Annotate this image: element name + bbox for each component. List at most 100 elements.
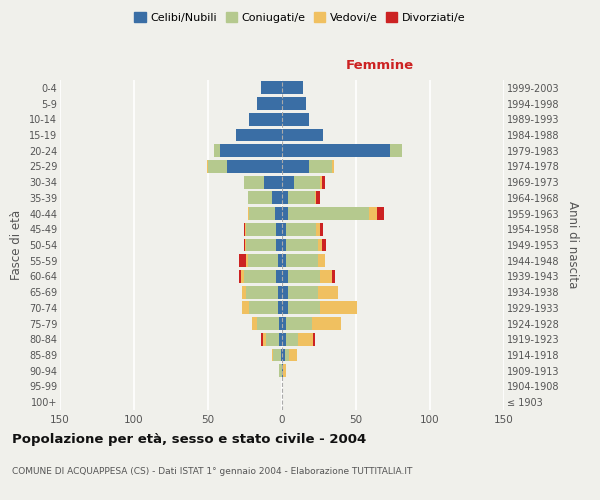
Bar [275,207,282,220]
Text: COMUNE DI ACQUAPPESA (CS) - Dati ISTAT 1° gennaio 2004 - Elaborazione TUTTITALIA: COMUNE DI ACQUAPPESA (CS) - Dati ISTAT 1… [12,468,412,476]
Bar [241,270,244,283]
Bar [286,317,311,330]
Bar [282,160,308,173]
Bar [272,348,273,362]
Bar [281,348,282,362]
Bar [245,223,247,235]
Bar [286,333,298,345]
Bar [286,238,317,252]
Bar [294,176,320,188]
Bar [253,317,257,330]
Bar [278,302,282,314]
Bar [208,160,227,173]
Bar [282,286,288,298]
Bar [239,254,247,267]
Bar [276,238,282,252]
Bar [282,238,286,252]
Bar [279,364,282,377]
Bar [308,160,332,173]
Bar [247,254,248,267]
Bar [282,317,286,330]
Bar [242,302,250,314]
Bar [390,144,402,157]
Bar [313,333,314,345]
Bar [288,302,320,314]
Bar [314,192,316,204]
Bar [288,270,320,283]
Bar [278,254,282,267]
Bar [279,333,282,345]
Bar [288,192,314,204]
Bar [282,113,308,126]
Bar [244,238,245,252]
Bar [261,82,282,94]
Bar [282,364,283,377]
Bar [266,333,279,345]
Bar [248,254,278,267]
Bar [282,270,288,283]
Bar [244,223,245,235]
Bar [282,302,288,314]
Bar [247,223,276,235]
Bar [317,286,338,298]
Bar [316,192,320,204]
Bar [282,128,323,141]
Bar [320,270,332,283]
Bar [257,317,279,330]
Bar [282,144,390,157]
Bar [370,207,377,220]
Bar [264,176,282,188]
Bar [279,317,282,330]
Bar [220,144,282,157]
Bar [282,176,294,188]
Bar [317,254,325,267]
Bar [332,270,335,283]
Bar [236,128,282,141]
Bar [263,333,266,345]
Bar [320,223,323,235]
Text: Popolazione per età, sesso e stato civile - 2004: Popolazione per età, sesso e stato civil… [12,432,366,446]
Y-axis label: Anni di nascita: Anni di nascita [566,202,579,288]
Bar [286,254,317,267]
Bar [288,286,317,298]
Bar [311,317,341,330]
Bar [250,207,275,220]
Bar [227,160,282,173]
Bar [377,207,384,220]
Bar [282,348,285,362]
Bar [282,192,288,204]
Bar [282,223,286,235]
Bar [206,160,208,173]
Bar [320,176,322,188]
Bar [282,97,305,110]
Bar [298,333,313,345]
Bar [244,270,276,283]
Bar [286,223,316,235]
Bar [250,302,278,314]
Bar [289,348,297,362]
Bar [282,254,286,267]
Bar [244,176,264,188]
Bar [214,144,220,157]
Legend: Celibi/Nubili, Coniugati/e, Vedovi/e, Divorziati/e: Celibi/Nubili, Coniugati/e, Vedovi/e, Di… [130,8,470,28]
Bar [273,348,281,362]
Bar [245,238,247,252]
Bar [248,192,272,204]
Bar [317,238,322,252]
Bar [261,333,263,345]
Bar [276,223,282,235]
Bar [285,348,289,362]
Bar [332,160,334,173]
Bar [242,286,247,298]
Bar [250,113,282,126]
Bar [239,270,241,283]
Bar [247,238,276,252]
Bar [276,270,282,283]
Bar [257,97,282,110]
Bar [247,286,278,298]
Bar [288,207,370,220]
Bar [283,364,286,377]
Y-axis label: Fasce di età: Fasce di età [10,210,23,280]
Bar [322,238,326,252]
Bar [272,192,282,204]
